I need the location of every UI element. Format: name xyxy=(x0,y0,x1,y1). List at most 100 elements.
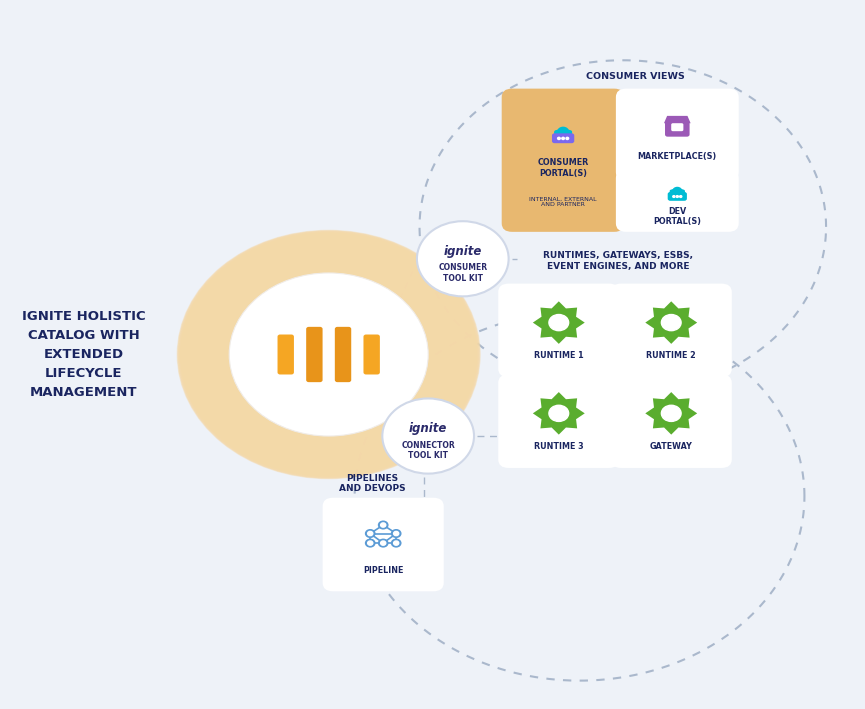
Text: CONSUMER
TOOL KIT: CONSUMER TOOL KIT xyxy=(439,263,487,283)
Circle shape xyxy=(673,187,682,194)
Circle shape xyxy=(662,406,681,421)
Circle shape xyxy=(185,237,472,472)
Circle shape xyxy=(379,521,388,529)
FancyBboxPatch shape xyxy=(670,189,685,196)
Circle shape xyxy=(178,231,479,478)
Circle shape xyxy=(561,138,565,140)
Circle shape xyxy=(216,262,441,447)
Circle shape xyxy=(183,235,474,474)
Circle shape xyxy=(417,221,509,296)
Circle shape xyxy=(184,235,474,474)
Text: CONSUMER
PORTAL(S): CONSUMER PORTAL(S) xyxy=(537,158,589,178)
Polygon shape xyxy=(645,301,697,344)
FancyBboxPatch shape xyxy=(611,374,732,468)
Circle shape xyxy=(194,244,464,465)
Circle shape xyxy=(183,235,475,474)
Circle shape xyxy=(563,130,571,136)
FancyBboxPatch shape xyxy=(278,335,294,374)
FancyBboxPatch shape xyxy=(502,89,625,232)
Circle shape xyxy=(381,541,386,545)
Circle shape xyxy=(188,239,470,470)
Circle shape xyxy=(208,255,451,454)
Text: RUNTIME 1: RUNTIME 1 xyxy=(534,352,584,360)
Circle shape xyxy=(197,247,460,463)
Circle shape xyxy=(229,273,428,436)
Text: GATEWAY: GATEWAY xyxy=(650,442,693,451)
FancyBboxPatch shape xyxy=(554,130,572,138)
FancyBboxPatch shape xyxy=(498,374,619,468)
Circle shape xyxy=(394,532,399,536)
Circle shape xyxy=(220,265,438,444)
Text: ignite: ignite xyxy=(444,245,482,258)
Circle shape xyxy=(193,243,465,466)
FancyBboxPatch shape xyxy=(668,192,687,201)
FancyBboxPatch shape xyxy=(611,284,732,377)
Circle shape xyxy=(208,255,450,454)
Circle shape xyxy=(182,233,476,475)
Circle shape xyxy=(199,248,458,461)
Circle shape xyxy=(394,541,399,545)
Circle shape xyxy=(211,258,446,451)
Circle shape xyxy=(680,196,682,197)
Circle shape xyxy=(223,268,434,441)
Circle shape xyxy=(187,238,471,471)
Circle shape xyxy=(221,266,437,443)
Circle shape xyxy=(184,236,473,473)
Circle shape xyxy=(190,241,467,468)
Circle shape xyxy=(381,523,386,527)
Circle shape xyxy=(217,263,440,446)
Circle shape xyxy=(209,257,448,452)
Circle shape xyxy=(202,251,456,458)
Circle shape xyxy=(206,254,452,455)
Circle shape xyxy=(177,230,480,479)
FancyBboxPatch shape xyxy=(363,335,380,374)
Text: RUNTIMES, GATEWAYS, ESBS,
EVENT ENGINES, AND MORE: RUNTIMES, GATEWAYS, ESBS, EVENT ENGINES,… xyxy=(543,251,694,271)
Circle shape xyxy=(180,233,477,476)
Circle shape xyxy=(200,249,458,460)
Circle shape xyxy=(202,250,456,459)
Circle shape xyxy=(673,196,675,197)
Circle shape xyxy=(207,255,451,454)
FancyBboxPatch shape xyxy=(335,327,351,382)
Circle shape xyxy=(181,233,477,476)
Circle shape xyxy=(198,247,459,462)
Circle shape xyxy=(549,406,568,421)
Polygon shape xyxy=(533,301,585,344)
Text: ignite: ignite xyxy=(409,423,447,435)
Circle shape xyxy=(182,234,476,475)
Circle shape xyxy=(197,247,460,462)
Circle shape xyxy=(218,264,439,446)
Circle shape xyxy=(215,261,443,448)
FancyBboxPatch shape xyxy=(306,327,323,382)
Circle shape xyxy=(195,245,463,464)
Circle shape xyxy=(677,190,684,195)
Circle shape xyxy=(187,238,471,471)
Circle shape xyxy=(192,242,466,467)
Circle shape xyxy=(201,250,457,459)
Text: PIPELINE: PIPELINE xyxy=(363,566,403,574)
Polygon shape xyxy=(533,392,585,435)
Text: PIPELINES
AND DEVOPS: PIPELINES AND DEVOPS xyxy=(338,474,406,493)
Circle shape xyxy=(215,262,442,447)
Text: DEV
PORTAL(S): DEV PORTAL(S) xyxy=(653,206,702,226)
Text: CONNECTOR
TOOL KIT: CONNECTOR TOOL KIT xyxy=(401,440,455,460)
Circle shape xyxy=(215,262,443,448)
Circle shape xyxy=(186,238,471,471)
FancyBboxPatch shape xyxy=(498,284,619,377)
Circle shape xyxy=(366,530,375,537)
FancyBboxPatch shape xyxy=(616,89,739,181)
Circle shape xyxy=(205,253,452,456)
Circle shape xyxy=(202,251,455,458)
FancyBboxPatch shape xyxy=(665,121,689,137)
Circle shape xyxy=(204,252,453,457)
Circle shape xyxy=(189,240,469,469)
Circle shape xyxy=(549,315,568,330)
Circle shape xyxy=(366,540,375,547)
Circle shape xyxy=(670,190,677,195)
Circle shape xyxy=(189,240,468,469)
Text: IGNITE HOLISTIC
CATALOG WITH
EXTENDED
LIFECYCLE
MANAGEMENT: IGNITE HOLISTIC CATALOG WITH EXTENDED LI… xyxy=(22,310,145,399)
Circle shape xyxy=(221,267,436,442)
Text: CONSUMER VIEWS: CONSUMER VIEWS xyxy=(586,72,685,81)
Circle shape xyxy=(219,264,439,445)
Circle shape xyxy=(214,260,444,449)
